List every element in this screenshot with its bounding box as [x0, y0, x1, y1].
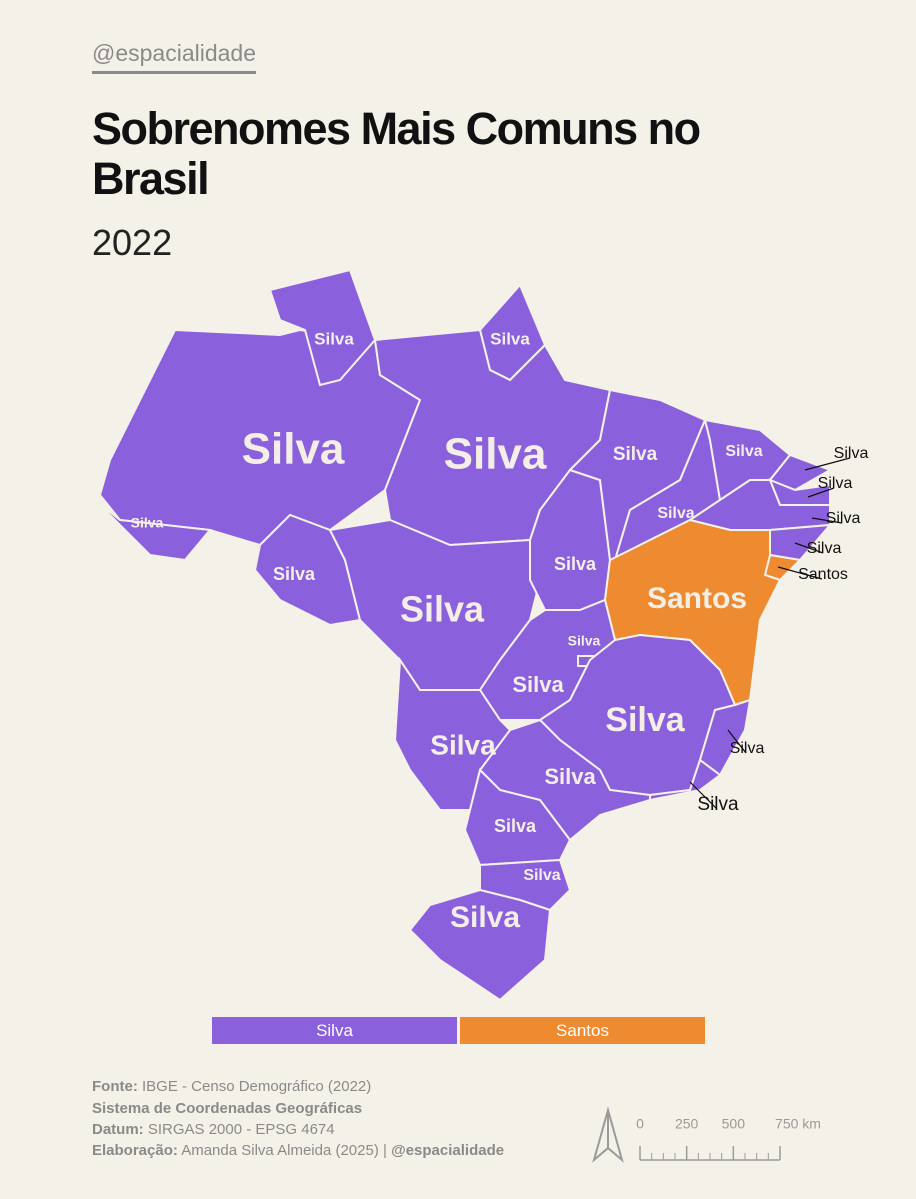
state-label: Silva: [544, 764, 596, 789]
state-label: Silva: [450, 901, 520, 934]
footer-label: Datum:: [92, 1121, 144, 1138]
leader-line: [689, 781, 718, 810]
state-label: Silva: [697, 794, 739, 815]
footer-label: Sistema de Coordenadas Geográficas: [92, 1100, 363, 1117]
state-label: Silva: [554, 554, 597, 574]
year: 2022: [92, 222, 173, 263]
footer-label: Fonte:: [92, 1078, 138, 1095]
state-label: Silva: [242, 425, 345, 474]
footer-line: Elaboração: Amanda Silva Almeida (2025) …: [92, 1142, 504, 1159]
state-label: Silva: [613, 444, 658, 465]
state-label: Silva: [657, 505, 694, 522]
north-arrow: [592, 1106, 624, 1163]
state-label: Silva: [314, 329, 354, 348]
leader-line: [804, 457, 851, 471]
state-label: Silva: [494, 816, 537, 836]
state-label: Silva: [131, 515, 164, 531]
state-label: Silva: [430, 729, 496, 760]
title: Sobrenomes Mais Comuns no Brasil: [92, 103, 701, 204]
scale-label: 250: [675, 1116, 699, 1132]
footer-line: Sistema de Coordenadas Geográficas: [92, 1100, 362, 1117]
state-label: Silva: [568, 633, 601, 649]
leader-line: [794, 542, 824, 554]
footer-line: Fonte: IBGE - Censo Demográfico (2022): [92, 1078, 371, 1095]
leader-line: [807, 487, 835, 498]
footer-text: IBGE - Censo Demográfico (2022): [142, 1078, 372, 1095]
legend-swatch: [460, 1017, 705, 1044]
state-label: Silva: [400, 589, 485, 630]
legend-swatch: [212, 1017, 457, 1044]
state: [94, 499, 212, 562]
footer-handle: @espacialidade: [391, 1142, 505, 1159]
state-label: Silva: [490, 329, 530, 348]
scale-label: 0: [636, 1116, 644, 1132]
state-label: Silva: [807, 540, 842, 557]
footer-text: SIRGAS 2000 - EPSG 4674: [147, 1121, 335, 1138]
state-label: Silva: [834, 445, 869, 462]
scale-label: 750 km: [775, 1116, 821, 1132]
state-label: Silva: [725, 443, 762, 460]
legend-label: Santos: [556, 1021, 609, 1040]
state-label: Silva: [826, 510, 861, 527]
leader-line: [727, 729, 747, 754]
footer-text: Amanda Silva Almeida (2025) |: [181, 1142, 387, 1159]
state-label: Silva: [444, 430, 547, 479]
state-label: Silva: [273, 564, 316, 584]
scale-label: 500: [722, 1116, 746, 1132]
state-label: Silva: [512, 672, 564, 697]
leader-line: [811, 517, 843, 524]
footer-line: Datum: SIRGAS 2000 - EPSG 4674: [92, 1121, 335, 1138]
leader-line: [777, 566, 823, 580]
state: [268, 268, 377, 387]
state-label: Silva: [818, 475, 853, 492]
legend-label: Silva: [316, 1021, 353, 1040]
footer-label: Elaboração:: [92, 1142, 178, 1159]
state-label: Silva: [730, 740, 765, 757]
state: [408, 888, 552, 1002]
state-label: Silva: [523, 867, 560, 884]
state-label: Santos: [798, 566, 848, 583]
state-label: Silva: [605, 701, 685, 739]
handle: @espacialidade: [92, 40, 257, 74]
state-label: Santos: [647, 582, 747, 615]
